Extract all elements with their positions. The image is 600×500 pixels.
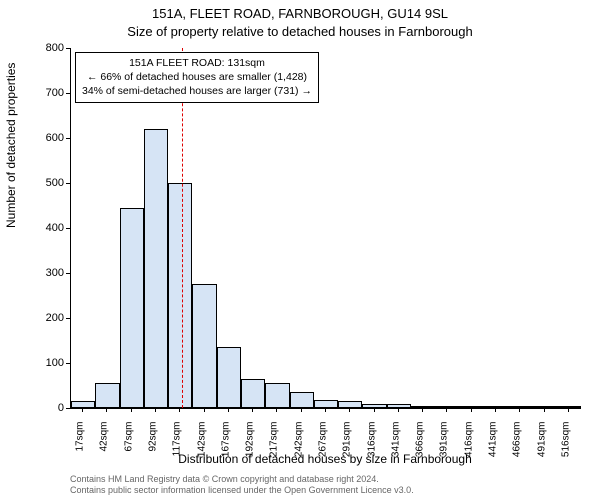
histogram-bar [314, 400, 338, 408]
xtick-mark [544, 408, 545, 412]
histogram-bar [411, 406, 435, 408]
histogram-bar [362, 404, 386, 409]
xtick-mark [106, 408, 107, 412]
histogram-bar [241, 379, 265, 408]
xtick-mark [398, 408, 399, 412]
xtick-mark [82, 408, 83, 412]
histogram-bar [387, 404, 411, 409]
histogram-bar [120, 208, 144, 408]
histogram-bar [192, 284, 216, 408]
ytick-label: 700 [46, 87, 64, 99]
xtick-mark [276, 408, 277, 412]
xtick-mark [301, 408, 302, 412]
y-axis-label: Number of detached properties [4, 63, 18, 228]
histogram-bar [557, 406, 581, 408]
annotation-line-3: 34% of semi-detached houses are larger (… [82, 84, 312, 98]
xtick-mark [349, 408, 350, 412]
footer-line-1: Contains HM Land Registry data © Crown c… [70, 474, 414, 485]
x-axis-label: Distribution of detached houses by size … [70, 452, 580, 466]
xtick-mark [179, 408, 180, 412]
ytick-label: 100 [46, 357, 64, 369]
histogram-bar [290, 392, 314, 408]
ytick-label: 800 [46, 42, 64, 54]
chart-title-main: 151A, FLEET ROAD, FARNBOROUGH, GU14 9SL [0, 6, 600, 21]
histogram-bar [217, 347, 241, 408]
annotation-line-2: ← 66% of detached houses are smaller (1,… [82, 70, 312, 84]
ytick-label: 200 [46, 312, 64, 324]
xtick-mark [131, 408, 132, 412]
histogram-bar [338, 401, 362, 408]
footer-line-2: Contains public sector information licen… [70, 485, 414, 496]
histogram-bar [71, 401, 95, 408]
xtick-mark [325, 408, 326, 412]
histogram-bar [265, 383, 289, 408]
xtick-mark [519, 408, 520, 412]
xtick-mark [495, 408, 496, 412]
xtick-mark [374, 408, 375, 412]
histogram-bar [95, 383, 119, 408]
xtick-mark [568, 408, 569, 412]
annotation-box: 151A FLEET ROAD: 131sqm ← 66% of detache… [75, 52, 319, 103]
ytick-label: 0 [58, 402, 64, 414]
histogram-bar [168, 183, 192, 408]
chart-title-sub: Size of property relative to detached ho… [0, 24, 600, 39]
histogram-bar [508, 406, 532, 408]
xtick-mark [471, 408, 472, 412]
ytick-label: 300 [46, 267, 64, 279]
histogram-bar [144, 129, 168, 408]
annotation-line-1: 151A FLEET ROAD: 131sqm [82, 56, 312, 70]
footer-attribution: Contains HM Land Registry data © Crown c… [70, 474, 414, 496]
histogram-bar [435, 406, 459, 408]
ytick-label: 500 [46, 177, 64, 189]
xtick-mark [228, 408, 229, 412]
histogram-bar [460, 406, 484, 408]
xtick-mark [422, 408, 423, 412]
xtick-mark [155, 408, 156, 412]
plot-area: 151A FLEET ROAD: 131sqm ← 66% of detache… [70, 48, 581, 409]
ytick-label: 400 [46, 222, 64, 234]
xtick-mark [204, 408, 205, 412]
histogram-chart: 151A, FLEET ROAD, FARNBOROUGH, GU14 9SL … [0, 0, 600, 500]
ytick-label: 600 [46, 132, 64, 144]
histogram-bar [532, 406, 556, 408]
xtick-mark [252, 408, 253, 412]
xtick-mark [446, 408, 447, 412]
